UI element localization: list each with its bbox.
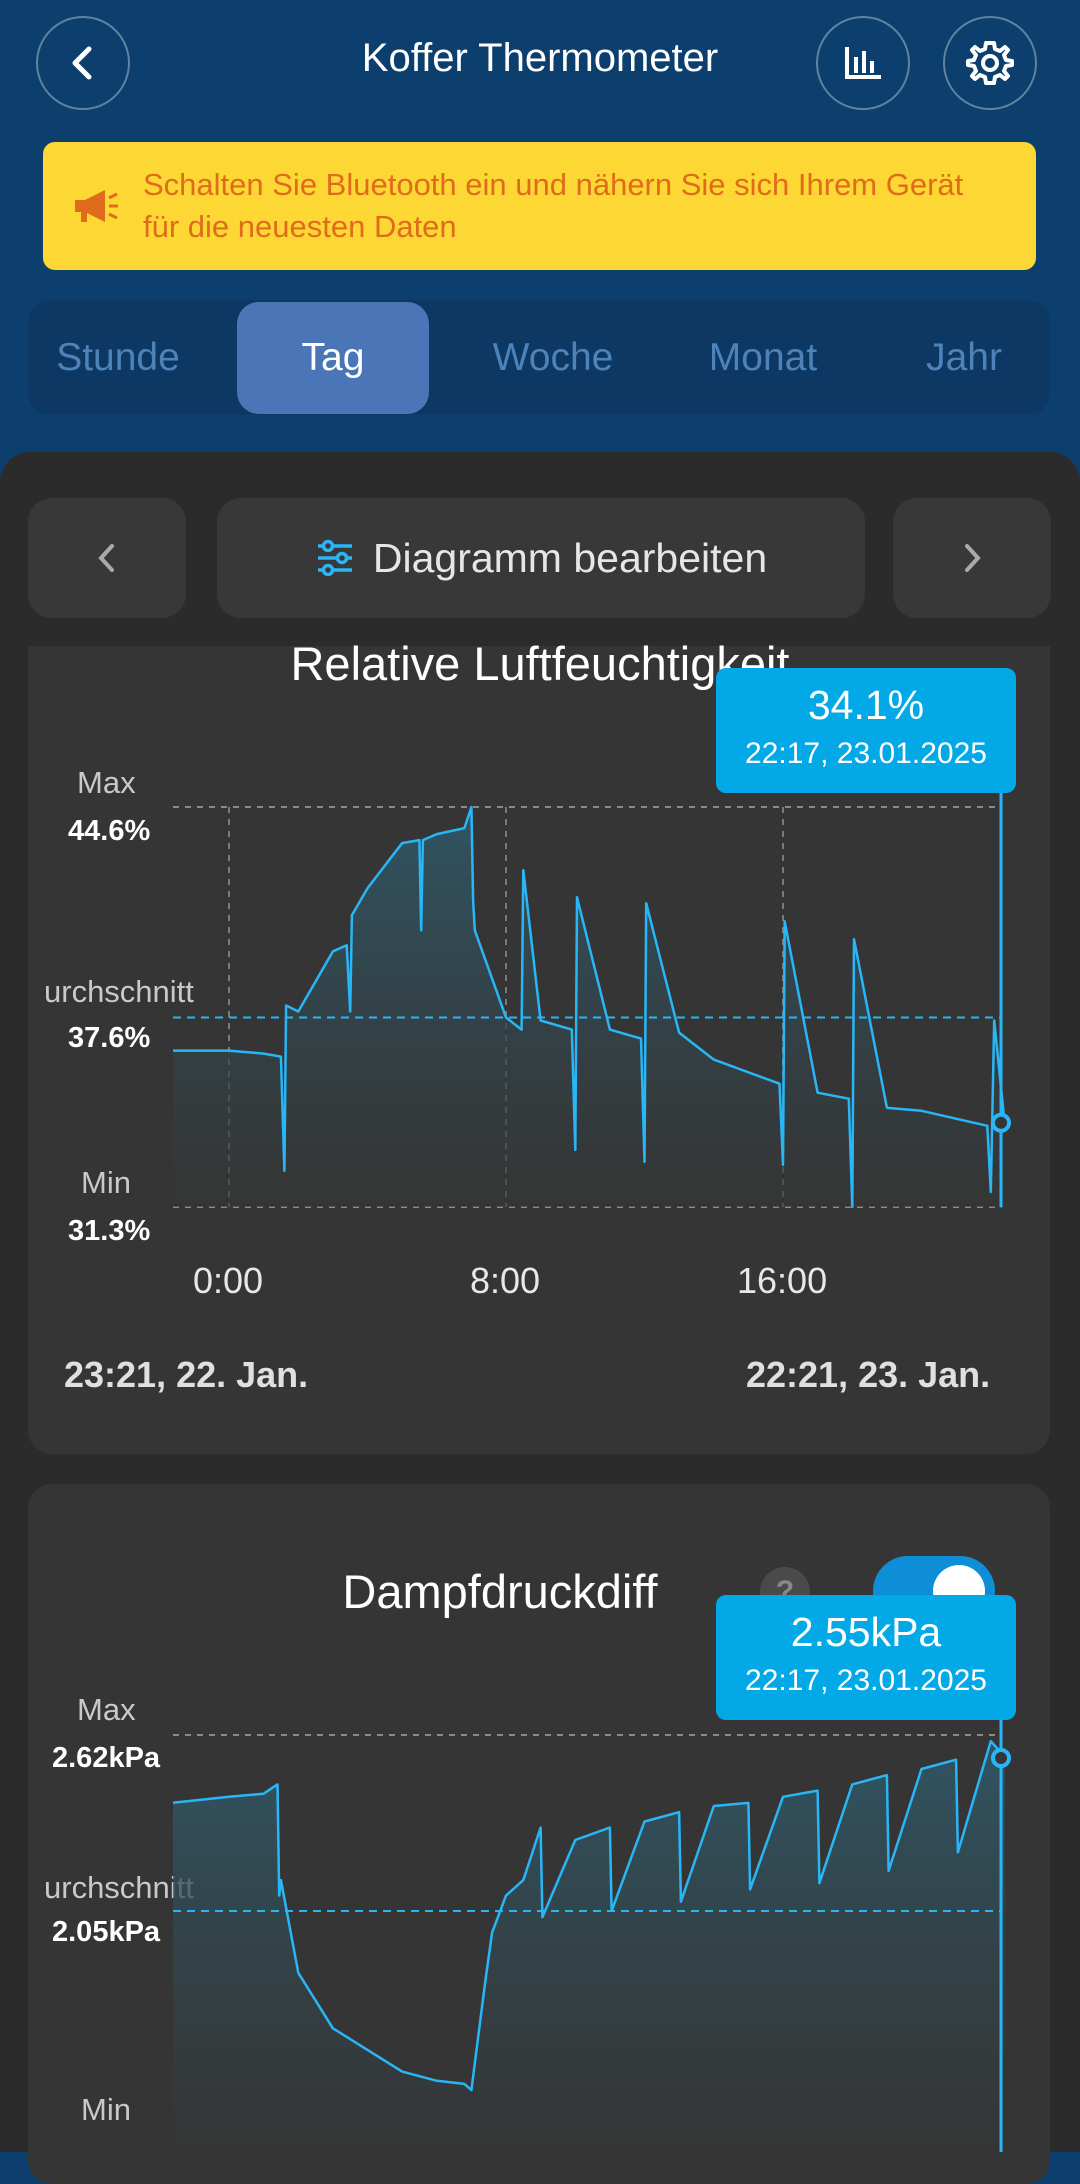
vpd-min-label: Min <box>81 2092 131 2127</box>
chevron-right-icon <box>965 544 981 572</box>
vpd-tooltip-time: 22:17, 23.01.2025 <box>745 1664 987 1697</box>
chevron-left-icon <box>72 46 92 80</box>
range-end-label: 22:21, 23. Jan. <box>746 1354 991 1395</box>
humidity-min-label: Min <box>81 1165 131 1200</box>
bluetooth-banner[interactable]: Schalten Sie Bluetooth ein und nähern Si… <box>43 142 1036 270</box>
humidity-avg-value: 37.6% <box>68 1022 151 1054</box>
humidity-area <box>173 807 1005 1207</box>
humidity-x-tick-0: 0:00 <box>193 1260 264 1301</box>
vpd-max-value: 2.62kPa <box>52 1742 161 1774</box>
humidity-tooltip-value: 34.1% <box>807 682 925 728</box>
humidity-avg-label: urchschnitt <box>44 974 194 1009</box>
bar-chart-icon <box>845 47 881 79</box>
tab-tag[interactable]: Tag <box>237 302 429 414</box>
tab-monat[interactable]: Monat <box>708 335 818 379</box>
settings-button[interactable] <box>943 16 1037 110</box>
vpd-tooltip: 2.55kPa 22:17, 23.01.2025 <box>716 1595 1016 1720</box>
next-period-button[interactable] <box>893 498 1051 618</box>
humidity-series-line <box>173 805 1006 1209</box>
top-bar: Koffer Thermometer <box>0 0 1080 130</box>
humidity-tooltip-time: 22:17, 23.01.2025 <box>745 737 987 770</box>
megaphone-icon <box>75 190 118 222</box>
humidity-x-tick-8: 8:00 <box>470 1260 541 1301</box>
tab-woche[interactable]: Woche <box>492 335 614 379</box>
vpd-avg-value: 2.05kPa <box>52 1916 161 1948</box>
previous-period-button[interactable] <box>28 498 186 618</box>
edit-chart-label: Diagramm bearbeiten <box>372 534 768 581</box>
humidity-chart-title: Relative Luftfeuchtigkeit <box>290 637 790 690</box>
tab-jahr[interactable]: Jahr <box>926 335 1002 379</box>
humidity-min-value: 31.3% <box>68 1215 151 1247</box>
statistics-button[interactable] <box>816 16 910 110</box>
period-tabs: Stunde Tag Woche Monat Jahr <box>28 300 1050 415</box>
vpd-tooltip-value: 2.55kPa <box>790 1609 942 1655</box>
humidity-tooltip: 34.1% 22:17, 23.01.2025 <box>716 668 1016 793</box>
back-button[interactable] <box>36 16 130 110</box>
sliders-icon <box>317 539 352 577</box>
vpd-chart-title: Dampfdruckdiff <box>342 1565 658 1618</box>
vpd-avg-label: urchschnitt <box>44 1870 194 1905</box>
chevron-left-icon <box>98 544 114 572</box>
banner-text: Schalten Sie Bluetooth ein und nähern Si… <box>143 167 964 244</box>
tab-stunde[interactable]: Stunde <box>56 335 180 379</box>
vpd-max-label: Max <box>77 1692 136 1727</box>
vpd-series-line <box>172 1739 1006 2092</box>
humidity-max-value: 44.6% <box>68 815 151 847</box>
page-title: Koffer Thermometer <box>361 36 719 80</box>
range-start-label: 23:21, 22. Jan. <box>64 1354 309 1395</box>
humidity-max-label: Max <box>77 765 136 800</box>
gear-icon <box>966 41 1014 85</box>
edit-chart-button[interactable]: Diagramm bearbeiten <box>217 498 865 618</box>
vpd-area <box>173 1741 1005 2152</box>
humidity-x-tick-16: 16:00 <box>737 1260 828 1301</box>
vpd-cursor-point <box>991 1748 1011 1768</box>
humidity-cursor-point <box>991 1112 1011 1133</box>
